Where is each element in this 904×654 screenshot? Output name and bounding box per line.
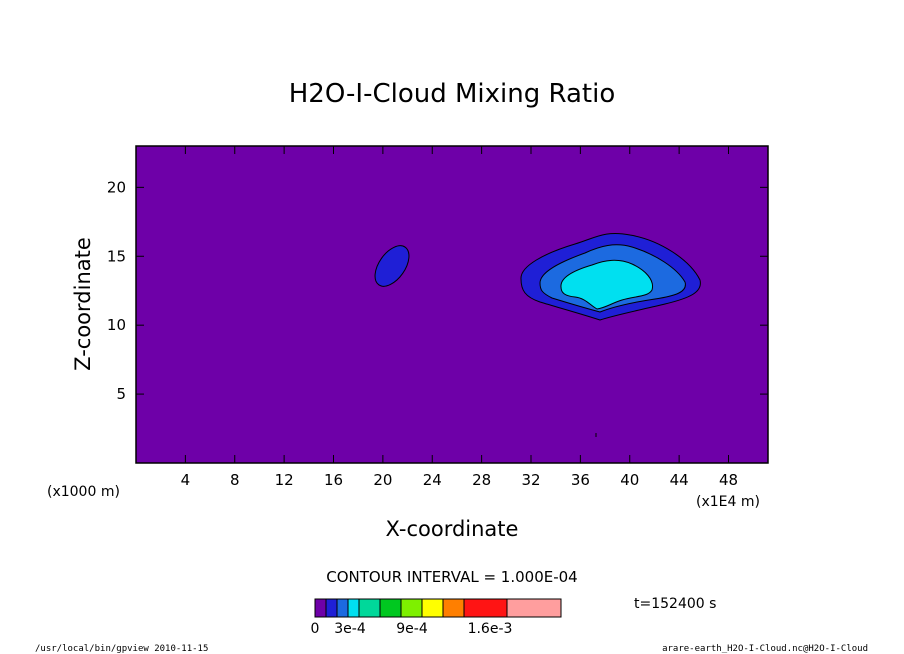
colorbar-swatch	[463, 598, 508, 618]
x-tick-label: 20	[373, 471, 392, 489]
x-tick-label: 16	[324, 471, 343, 489]
colorbar-swatch	[379, 598, 402, 618]
y-tick-label: 15	[107, 247, 126, 265]
colorbar-swatch	[325, 598, 338, 618]
x-tick-label: 12	[275, 471, 294, 489]
x-tick-label: 4	[181, 471, 191, 489]
x-unit-label: (x1E4 m)	[696, 494, 760, 510]
x-tick-label: 24	[423, 471, 442, 489]
axis-ticks	[136, 146, 768, 463]
chart-title: H2O-I-Cloud Mixing Ratio	[289, 79, 616, 109]
colorbar-label: 1.6e-3	[468, 621, 513, 637]
colorbar-swatch	[347, 598, 360, 618]
y-axis-label: Z-coordinate	[71, 237, 95, 371]
contour-interval-text: CONTOUR INTERVAL = 1.000E-04	[326, 568, 577, 586]
footer-right: arare-earth_H2O-I-Cloud.nc@H2O-I-Cloud	[662, 644, 868, 654]
contour-small-cloud	[374, 245, 410, 287]
y-unit-label: (x1000 m)	[47, 484, 120, 500]
colorbar-swatch	[400, 598, 423, 618]
colorbar-swatch	[336, 598, 349, 618]
x-tick-label: 36	[571, 471, 590, 489]
y-tick-label: 10	[107, 316, 126, 334]
plot-area	[136, 146, 768, 463]
footer-left: /usr/local/bin/gpview 2010-11-15	[35, 644, 208, 654]
colorbar-label: 9e-4	[396, 621, 428, 637]
y-tick-label: 20	[107, 178, 126, 196]
plot-frame	[135, 145, 769, 464]
colorbar-swatch	[442, 598, 465, 618]
colorbar-swatch	[421, 598, 444, 618]
x-tick-label: 32	[521, 471, 540, 489]
colorbar-swatch	[314, 598, 327, 618]
colorbar-label: 0	[311, 621, 320, 637]
colorbar-swatch	[506, 598, 562, 618]
y-tick-label: 5	[116, 385, 126, 403]
contour-level-3	[560, 259, 654, 310]
colorbar-label: 3e-4	[334, 621, 366, 637]
x-tick-label: 48	[719, 471, 738, 489]
colorbar-swatch	[358, 598, 381, 618]
x-axis-label: X-coordinate	[386, 517, 519, 541]
contour-regions	[374, 232, 701, 437]
colorbar	[314, 598, 562, 618]
x-tick-label: 8	[230, 471, 240, 489]
x-tick-label: 44	[670, 471, 689, 489]
colorbar-labels: 0 3e-4 9e-4 1.6e-3	[311, 621, 513, 637]
x-tick-label: 28	[472, 471, 491, 489]
x-tick-label: 40	[620, 471, 639, 489]
time-label: t=152400 s	[634, 596, 716, 612]
